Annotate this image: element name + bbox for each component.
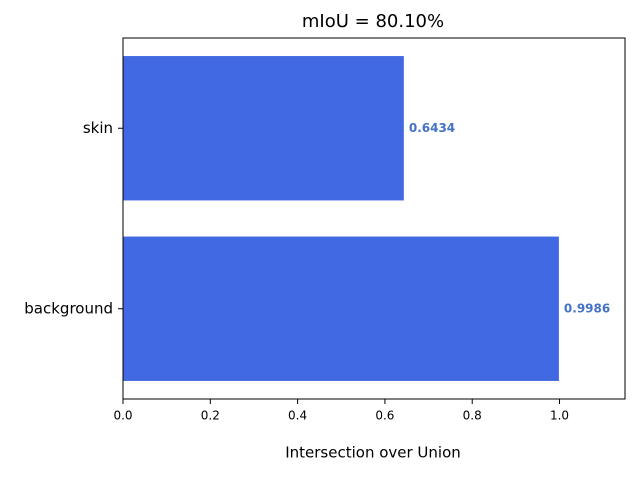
chart-title: mIoU = 80.10%	[302, 11, 444, 32]
x-tick-label: 1.0	[550, 409, 569, 423]
x-tick-label: 0.0	[113, 409, 132, 423]
value-label: 0.6434	[409, 121, 455, 135]
value-label: 0.9986	[564, 301, 610, 315]
x-axis-label: Intersection over Union	[285, 444, 461, 462]
y-tick-label: background	[24, 299, 113, 317]
x-tick-label: 0.4	[288, 409, 307, 423]
x-tick-label: 0.8	[463, 409, 482, 423]
x-tick-label: 0.2	[201, 409, 220, 423]
bar	[123, 236, 559, 381]
y-tick-label: skin	[83, 119, 113, 137]
bar	[123, 56, 404, 201]
x-tick-label: 0.6	[375, 409, 394, 423]
plot-frame	[122, 37, 626, 400]
